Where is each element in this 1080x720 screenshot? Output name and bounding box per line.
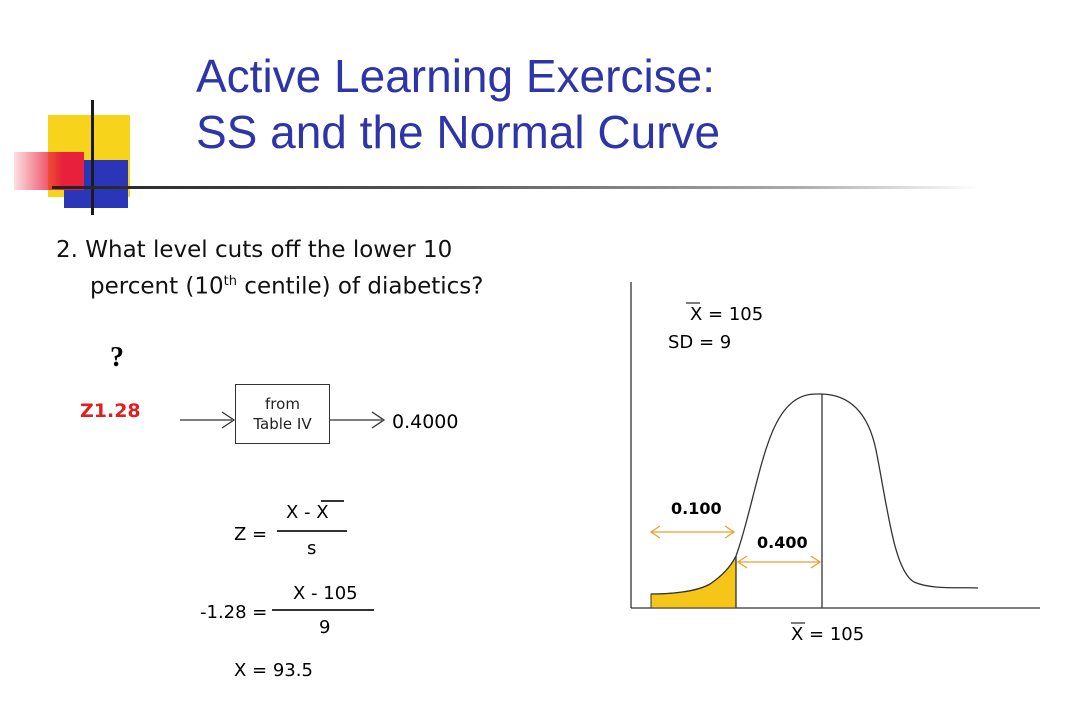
normal-curve-diagram — [630, 282, 1040, 624]
superscript-th: th — [223, 274, 237, 289]
arrow-to-value-head — [371, 411, 386, 429]
question-mark: ? — [110, 342, 124, 373]
slide-title: Active Learning Exercise: SS and the Nor… — [196, 48, 720, 160]
arrow-to-table-head — [221, 411, 236, 429]
step2-lhs: -1.28 = — [200, 602, 268, 623]
z-formula-fraction-bar — [277, 530, 347, 532]
z-formula-denominator: s — [307, 538, 317, 559]
step2-numerator: X - 105 — [293, 583, 358, 604]
logo-red-bar — [14, 152, 84, 190]
z-equals-label: Z = — [234, 524, 268, 545]
table-box-line-1: from — [265, 395, 300, 413]
probability-value: 0.4000 — [392, 411, 459, 433]
middle-area-arrow-left-head — [736, 555, 748, 569]
lower-tail-shaded-area — [650, 555, 737, 609]
area-lower-tail-label: 0.100 — [671, 499, 722, 518]
result-x-value: X = 93.5 — [234, 660, 313, 681]
z-formula-numerator: X - X — [286, 502, 329, 523]
sd-label: SD = 9 — [668, 332, 732, 353]
logo-vertical-line — [91, 100, 94, 215]
z-value: Z1.28 — [80, 400, 141, 422]
title-line-2: SS and the Normal Curve — [196, 106, 721, 158]
area-to-mean-label: 0.400 — [757, 533, 808, 552]
step2-fraction-bar — [272, 609, 374, 611]
x-bar-overline — [321, 500, 344, 502]
table-box-line-2: Table IV — [253, 415, 312, 433]
step2-denominator: 9 — [319, 617, 331, 638]
table-iv-box: from Table IV — [235, 384, 330, 444]
normal-curve — [650, 393, 979, 595]
mean-label-top: X = 105 — [690, 304, 764, 325]
tail-area-arrow-left-head — [649, 525, 661, 539]
tail-area-arrow-right-head — [724, 525, 736, 539]
question-text: 2. What level cuts off the lower 10 perc… — [56, 234, 616, 303]
workflow-arrows — [180, 411, 386, 429]
question-line-1: 2. What level cuts off the lower 10 — [56, 237, 453, 263]
middle-area-arrow-right-head — [810, 555, 822, 569]
title-underline — [52, 186, 980, 189]
title-line-1: Active Learning Exercise: — [196, 50, 716, 102]
question-line-2: percent (10th centile) of diabetics? — [90, 273, 484, 300]
mean-label-bottom: X = 105 — [791, 624, 865, 645]
